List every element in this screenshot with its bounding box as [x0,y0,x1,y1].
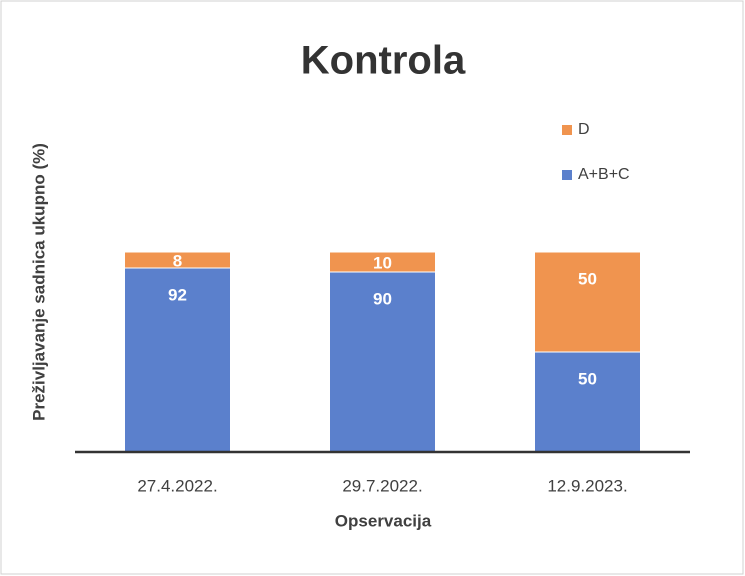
legend-swatch [562,170,572,180]
data-label: 92 [168,285,187,304]
x-axis-title: Opservacija [335,511,432,530]
bar-segment [329,251,436,273]
chart-title: Kontrola [301,39,466,83]
legend-swatch [562,125,572,135]
data-label: 50 [578,269,597,288]
y-axis-title: Preživljavanje sadnica ukupno (%) [29,143,48,421]
bar-segment [124,251,231,269]
bar-segment [534,251,641,353]
x-tick-label: 12.9.2023. [547,476,627,495]
x-tick-label: 27.4.2022. [137,476,217,495]
data-label: 50 [578,369,597,388]
data-label: 10 [373,253,392,272]
bar-segment [124,267,231,453]
x-tick-label: 29.7.2022. [342,476,422,495]
legend-label: A+B+C [578,166,630,183]
data-label: 8 [173,251,182,270]
bar-segment [534,351,641,453]
data-label: 90 [373,289,392,308]
legend-label: D [578,121,590,138]
bar-segment [329,271,436,453]
